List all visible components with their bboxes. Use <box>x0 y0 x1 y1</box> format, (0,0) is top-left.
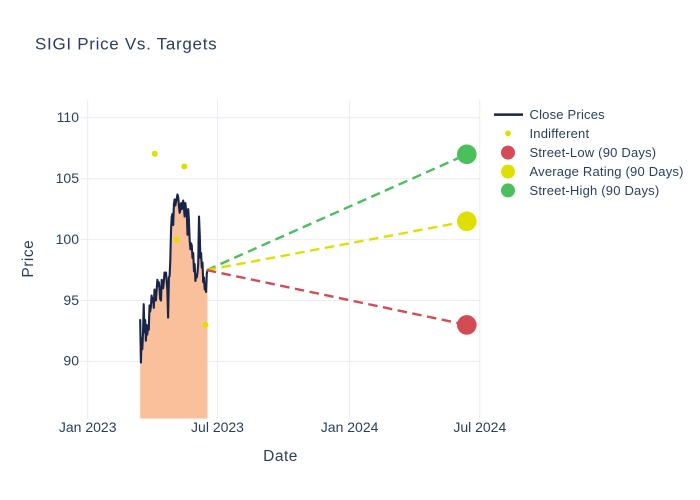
svg-text:Jul 2024: Jul 2024 <box>453 419 506 435</box>
svg-text:Average Rating (90 Days): Average Rating (90 Days) <box>530 164 684 179</box>
svg-text:95: 95 <box>63 292 79 308</box>
svg-text:Date: Date <box>263 448 298 465</box>
svg-text:Close Prices: Close Prices <box>530 107 606 122</box>
svg-text:Street-High (90 Days): Street-High (90 Days) <box>530 183 660 198</box>
svg-text:100: 100 <box>56 231 80 247</box>
svg-text:Jul 2023: Jul 2023 <box>191 419 244 435</box>
svg-text:SIGI Price Vs. Targets: SIGI Price Vs. Targets <box>35 35 217 54</box>
svg-text:105: 105 <box>56 170 80 186</box>
svg-text:Indifferent: Indifferent <box>530 126 590 141</box>
svg-text:Jan 2024: Jan 2024 <box>321 419 379 435</box>
svg-text:Street-Low (90 Days): Street-Low (90 Days) <box>530 145 657 160</box>
svg-text:Jan 2023: Jan 2023 <box>59 419 117 435</box>
svg-text:110: 110 <box>57 109 80 125</box>
svg-text:90: 90 <box>63 353 79 369</box>
svg-text:Price: Price <box>20 240 37 278</box>
